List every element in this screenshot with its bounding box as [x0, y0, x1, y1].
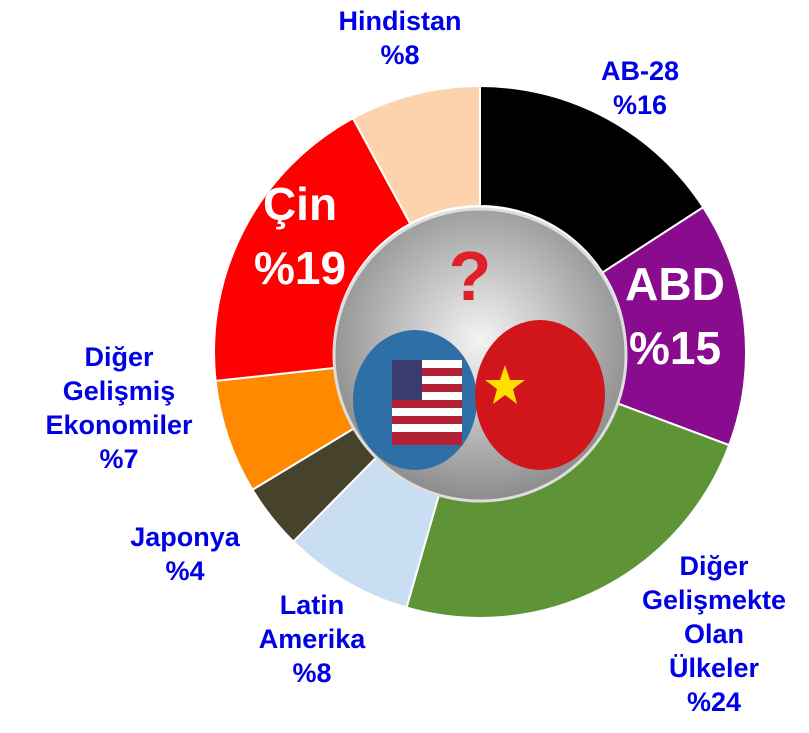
slice-label: Latin Amerika %8 — [259, 588, 366, 690]
value-label: %8 — [380, 40, 419, 70]
value-label: %8 — [292, 658, 331, 688]
category-label: Çin — [263, 178, 337, 230]
slice-label: Hindistan %8 — [338, 4, 461, 72]
category-label: Hindistan — [338, 6, 461, 36]
category-label: AB-28 — [601, 56, 679, 86]
category-label: Latin Amerika — [259, 590, 366, 654]
slice-label: AB-28 %16 — [601, 54, 679, 122]
slice-label: Çin %19 — [254, 172, 346, 301]
chart: ? AB-28 %16 ABD %15 Diğer Gelişmekte Olan Ül… — [0, 0, 809, 733]
category-label: Japonya — [130, 522, 240, 552]
value-label: %16 — [613, 90, 667, 120]
svg-text:?: ? — [449, 237, 492, 315]
value-label: %24 — [687, 687, 741, 717]
category-label: ABD — [625, 258, 725, 310]
slice-label: Japonya %4 — [130, 520, 240, 588]
value-label: %19 — [254, 242, 346, 294]
category-label: Diğer Gelişmiş Ekonomiler — [45, 342, 192, 440]
slice-label: Diğer Gelişmiş Ekonomiler %7 — [45, 340, 192, 476]
slice-label: ABD %15 — [625, 252, 725, 381]
value-label: %4 — [165, 556, 204, 586]
value-label: %15 — [629, 322, 721, 374]
value-label: %7 — [99, 444, 138, 474]
category-label: Diğer Gelişmekte Olan Ülkeler — [642, 551, 786, 683]
center-image: ? — [334, 209, 626, 501]
slice-label: Diğer Gelişmekte Olan Ülkeler %24 — [642, 549, 786, 719]
